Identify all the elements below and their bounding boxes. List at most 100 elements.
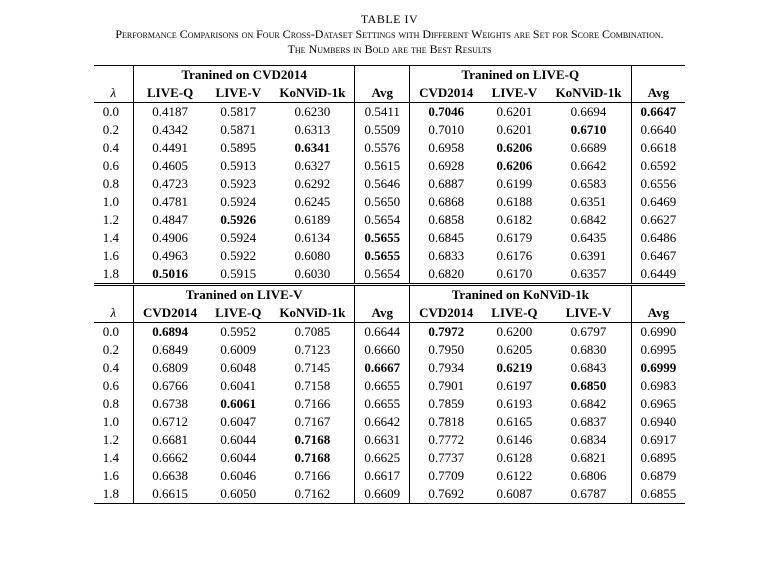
col-header: CVD2014 [410, 84, 483, 103]
table-cell: 0.6188 [482, 193, 546, 211]
table-cell: 0.6842 [547, 211, 631, 229]
table-cell: 0.6230 [270, 103, 354, 122]
table-cell: 0.6009 [206, 341, 270, 359]
table-cell: 0.6627 [631, 211, 685, 229]
col-header: CVD2014 [410, 304, 483, 323]
table-row: 0.60.46050.59130.63270.56150.69280.62060… [94, 157, 686, 175]
table-cell: 0.5922 [206, 247, 270, 265]
table-cell: 0.5952 [206, 323, 270, 342]
table-cell: 0.5924 [206, 193, 270, 211]
table-cell: 0.4906 [134, 229, 207, 247]
table-cell: 0.6200 [482, 323, 546, 342]
table-row: 1.80.50160.59150.60300.56540.68200.61700… [94, 265, 686, 285]
table-cell: 0.7772 [410, 431, 483, 449]
top-col-header-row: λ LIVE-Q LIVE-V KoNViD-1k Avg CVD2014 LI… [94, 84, 686, 103]
blank-cell [631, 66, 685, 85]
table-cell: 0.7901 [410, 377, 483, 395]
table-cell: 0.4963 [134, 247, 207, 265]
table-cell: 0.6435 [547, 229, 631, 247]
table-cell: 0.0 [94, 323, 134, 342]
table-cell: 0.6990 [631, 323, 685, 342]
table-cell: 0.6821 [547, 449, 631, 467]
table-cell: 0.6041 [206, 377, 270, 395]
table-cell: 0.6205 [482, 341, 546, 359]
table-cell: 0.6044 [206, 431, 270, 449]
table-cell: 0.6245 [270, 193, 354, 211]
table-cell: 0.6486 [631, 229, 685, 247]
table-cell: 0.6820 [410, 265, 483, 285]
table-cell: 0.4187 [134, 103, 207, 122]
table-cell: 0.6189 [270, 211, 354, 229]
table-row: 0.40.68090.60480.71450.66670.79340.62190… [94, 359, 686, 377]
table-cell: 0.5924 [206, 229, 270, 247]
table-cell: 0.6894 [134, 323, 207, 342]
table-cell: 0.4342 [134, 121, 207, 139]
table-row: 0.40.44910.58950.63410.55760.69580.62060… [94, 139, 686, 157]
table-cell: 0.4781 [134, 193, 207, 211]
col-header: LIVE-Q [134, 84, 207, 103]
table-cell: 0.6617 [355, 467, 410, 485]
table-cell: 0.6176 [482, 247, 546, 265]
table-cell: 0.6642 [547, 157, 631, 175]
table-cell: 1.6 [94, 247, 134, 265]
table-cell: 0.6837 [547, 413, 631, 431]
bottom-left-title: Tranined on LIVE-V [134, 285, 355, 305]
table-cell: 0.6879 [631, 467, 685, 485]
table-cell: 0.5817 [206, 103, 270, 122]
table-cell: 0.6087 [482, 485, 546, 504]
col-header: LIVE-Q [206, 304, 270, 323]
table-cell: 0.6667 [355, 359, 410, 377]
table-cell: 0.6179 [482, 229, 546, 247]
table-cell: 0.6850 [547, 377, 631, 395]
table-cell: 0.7692 [410, 485, 483, 504]
table-row: 1.00.47810.59240.62450.56500.68680.61880… [94, 193, 686, 211]
table-cell: 0.6341 [270, 139, 354, 157]
table-cell: 0.7934 [410, 359, 483, 377]
table-cell: 0.6928 [410, 157, 483, 175]
table-cell: 0.4 [94, 139, 134, 157]
table-cell: 0.4605 [134, 157, 207, 175]
table-cell: 0.8 [94, 175, 134, 193]
table-cell: 0.7158 [270, 377, 354, 395]
table-cell: 0.5655 [355, 247, 410, 265]
blank-cell [631, 285, 685, 305]
table-cell: 0.6845 [410, 229, 483, 247]
table-cell: 0.6647 [631, 103, 685, 122]
table-cell: 1.8 [94, 265, 134, 285]
table-cell: 0.5509 [355, 121, 410, 139]
table-cell: 0.6995 [631, 341, 685, 359]
table-cell: 0.7709 [410, 467, 483, 485]
table-cell: 0.6615 [134, 485, 207, 504]
table-cell: 0.5654 [355, 265, 410, 285]
avg-header: Avg [355, 304, 410, 323]
table-cell: 0.6797 [547, 323, 631, 342]
table-cell: 0.6843 [547, 359, 631, 377]
table-cell: 0.7818 [410, 413, 483, 431]
lambda-header: λ [94, 304, 134, 323]
table-cell: 1.6 [94, 467, 134, 485]
table-cell: 0.6681 [134, 431, 207, 449]
table-cell: 1.8 [94, 485, 134, 504]
table-cell: 0.7010 [410, 121, 483, 139]
table-cell: 0.6556 [631, 175, 685, 193]
results-table: Tranined on CVD2014 Tranined on LIVE-Q λ… [94, 65, 686, 504]
table-cell: 0.6199 [482, 175, 546, 193]
table-cell: 0.6313 [270, 121, 354, 139]
table-cell: 0.5646 [355, 175, 410, 193]
table-cell: 0.6391 [547, 247, 631, 265]
blank-cell [355, 66, 410, 85]
table-cell: 0.6351 [547, 193, 631, 211]
table-cell: 0.2 [94, 341, 134, 359]
table-cell: 1.0 [94, 413, 134, 431]
table-cell: 0.5655 [355, 229, 410, 247]
table-cell: 0.6849 [134, 341, 207, 359]
table-cell: 0.6655 [355, 395, 410, 413]
table-cell: 0.5576 [355, 139, 410, 157]
table-cell: 0.6292 [270, 175, 354, 193]
top-group-header-row: Tranined on CVD2014 Tranined on LIVE-Q [94, 66, 686, 85]
table-cell: 0.6917 [631, 431, 685, 449]
table-row: 1.60.49630.59220.60800.56550.68330.61760… [94, 247, 686, 265]
table-number: TABLE IV [18, 12, 761, 27]
table-cell: 0.6046 [206, 467, 270, 485]
col-header: KoNViD-1k [270, 84, 354, 103]
